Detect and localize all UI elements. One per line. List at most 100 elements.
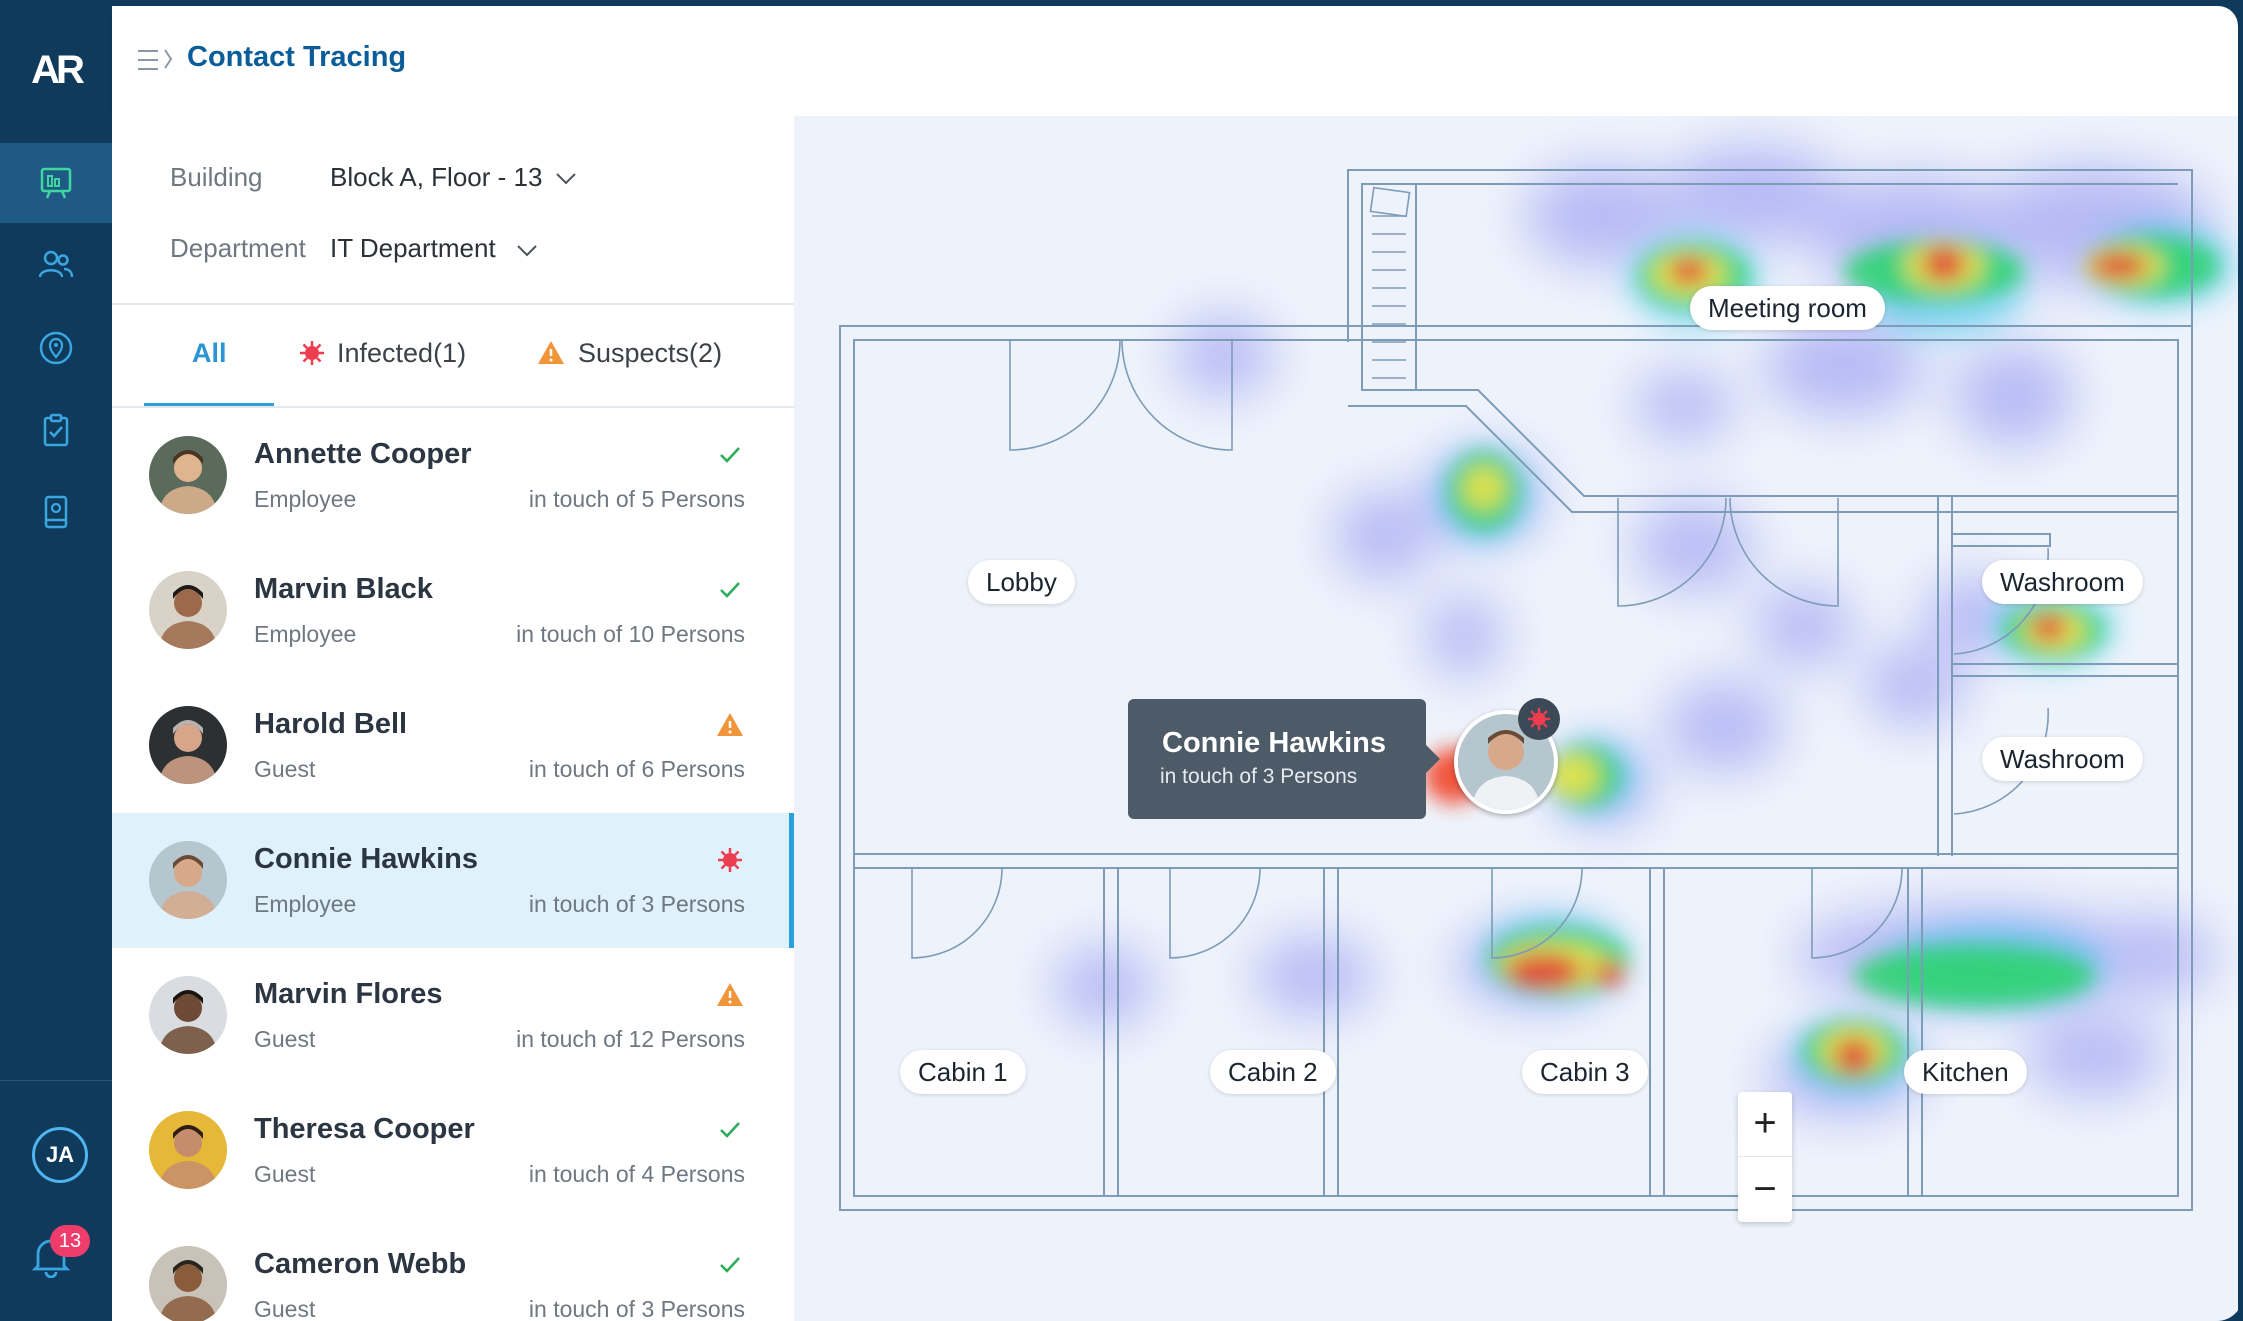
virus-icon bbox=[300, 341, 324, 365]
warning-icon bbox=[715, 710, 745, 740]
person-avatar bbox=[149, 1246, 227, 1321]
person-row[interactable]: Connie Hawkins Employee in touch of 3 Pers… bbox=[112, 813, 794, 948]
heat-layer-blue bbox=[1054, 146, 2214, 1116]
person-name: Connie Hawkins bbox=[254, 843, 478, 875]
room-label-cabin-1: Cabin 1 bbox=[900, 1050, 1026, 1094]
check-icon bbox=[715, 1250, 745, 1280]
nav-locations[interactable] bbox=[0, 308, 112, 388]
tab-infected[interactable]: Infected(1) bbox=[297, 338, 466, 404]
stairs bbox=[1369, 186, 1411, 379]
person-name: Marvin Black bbox=[254, 573, 433, 605]
room-label-cabin-3: Cabin 3 bbox=[1522, 1050, 1648, 1094]
chevron-down-icon bbox=[556, 173, 576, 185]
app-logo: AR bbox=[31, 48, 85, 92]
person-contacts: in touch of 6 Persons bbox=[528, 756, 745, 782]
person-name: Harold Bell bbox=[254, 708, 408, 740]
nav-users[interactable] bbox=[0, 224, 112, 304]
person-role: Employee bbox=[254, 891, 357, 917]
filter-divider bbox=[112, 303, 794, 305]
room-label-lobby: Lobby bbox=[968, 560, 1075, 604]
person-contacts: in touch of 5 Persons bbox=[528, 486, 745, 512]
heat-layer-hot bbox=[1424, 236, 2219, 1081]
person-contacts: in touch of 10 Persons bbox=[516, 621, 745, 647]
person-contacts: in touch of 12 Persons bbox=[516, 1026, 745, 1052]
person-avatar bbox=[149, 976, 227, 1054]
person-role: Guest bbox=[254, 756, 316, 782]
nav-devices[interactable] bbox=[0, 472, 112, 552]
building-value: Block A, Floor - 13 bbox=[330, 162, 543, 192]
person-avatar bbox=[149, 841, 227, 919]
tab-suspects-label: Suspects(2) bbox=[578, 338, 723, 368]
tab-suspects[interactable]: Suspects(2) bbox=[536, 338, 722, 404]
person-row[interactable]: Annette Cooper Employee in touch of 5 Pers… bbox=[112, 408, 794, 543]
clipboard-check-icon bbox=[43, 413, 69, 447]
department-label: Department bbox=[170, 233, 306, 263]
person-row[interactable]: Cameron Webb Guest in touch of 3 Persons bbox=[112, 1218, 794, 1321]
zoom-in-button[interactable]: + bbox=[1753, 1101, 1777, 1145]
user-avatar[interactable]: JA bbox=[32, 1127, 88, 1183]
warning-icon bbox=[715, 980, 745, 1010]
zoom-divider bbox=[1738, 1156, 1792, 1157]
active-tab-indicator bbox=[144, 403, 274, 407]
zoom-controls: + − bbox=[1738, 1092, 1792, 1222]
tabs-divider bbox=[112, 406, 794, 408]
person-role: Guest bbox=[254, 1026, 316, 1052]
person-name: Annette Cooper bbox=[254, 438, 472, 470]
room-label-washroom-1: Washroom bbox=[1982, 560, 2143, 604]
room-label-cabin-2: Cabin 2 bbox=[1210, 1050, 1336, 1094]
person-contacts: in touch of 3 Persons bbox=[528, 1296, 745, 1321]
sidebar-divider bbox=[0, 1080, 112, 1081]
warning-icon bbox=[538, 341, 564, 364]
sidebar: AR bbox=[0, 0, 112, 1321]
nav-checklist[interactable] bbox=[0, 390, 112, 470]
person-tooltip: Connie Hawkins in touch of 3 Persons bbox=[1128, 699, 1440, 819]
floor-map[interactable]: Meeting room Lobby Washroom Washroom Cab… bbox=[794, 116, 2238, 1321]
notification-badge: 13 bbox=[50, 1225, 90, 1257]
person-role: Guest bbox=[254, 1296, 316, 1321]
person-role: Employee bbox=[254, 621, 357, 647]
room-label-meeting-room: Meeting room bbox=[1690, 286, 1885, 330]
page-title: Contact Tracing bbox=[187, 41, 407, 73]
map-person-avatar[interactable] bbox=[1454, 710, 1558, 814]
person-row[interactable]: Marvin Flores Guest in touch of 12 Persons bbox=[112, 948, 794, 1083]
person-avatar bbox=[149, 571, 227, 649]
location-icon bbox=[39, 331, 73, 365]
room-label-washroom-2: Washroom bbox=[1982, 737, 2143, 781]
person-avatar bbox=[149, 1111, 227, 1189]
nav-dashboard[interactable] bbox=[0, 143, 112, 223]
building-label: Building bbox=[170, 162, 263, 192]
users-icon bbox=[38, 250, 74, 278]
infected-badge bbox=[1518, 698, 1560, 740]
person-role: Guest bbox=[254, 1161, 316, 1187]
floor-walls bbox=[839, 169, 2193, 1211]
virus-icon bbox=[1527, 707, 1551, 731]
top-header: Contact Tracing bbox=[112, 6, 2238, 116]
person-contacts: in touch of 4 Persons bbox=[528, 1161, 745, 1187]
person-avatar bbox=[149, 706, 227, 784]
person-photo bbox=[1458, 714, 1554, 810]
person-row[interactable]: Marvin Black Employee in touch of 10 Perso… bbox=[112, 543, 794, 678]
zoom-out-button[interactable]: − bbox=[1753, 1167, 1777, 1211]
chevron-down-icon bbox=[517, 245, 537, 257]
tab-infected-label: Infected(1) bbox=[337, 338, 467, 368]
people-panel: Building Block A, Floor - 13 Department … bbox=[112, 116, 795, 1321]
menu-toggle-icon[interactable] bbox=[136, 46, 178, 76]
person-contacts: in touch of 3 Persons bbox=[528, 891, 745, 917]
tooltip-name: Connie Hawkins bbox=[1162, 727, 1386, 759]
person-name: Cameron Webb bbox=[254, 1248, 467, 1280]
tab-all[interactable]: All bbox=[192, 338, 227, 368]
virus-icon bbox=[715, 845, 745, 875]
device-icon bbox=[44, 495, 68, 529]
check-icon bbox=[715, 440, 745, 470]
room-label-kitchen: Kitchen bbox=[1904, 1050, 2027, 1094]
check-icon bbox=[715, 575, 745, 605]
department-value: IT Department bbox=[330, 233, 496, 263]
heatmap-floor-plan bbox=[839, 146, 2234, 1211]
person-row[interactable]: Harold Bell Guest in touch of 6 Persons bbox=[112, 678, 794, 813]
person-row[interactable]: Theresa Cooper Guest in touch of 4 Persons bbox=[112, 1083, 794, 1218]
dashboard-icon bbox=[40, 167, 72, 199]
person-name: Theresa Cooper bbox=[254, 1113, 475, 1145]
tooltip-contacts: in touch of 3 Persons bbox=[1160, 765, 1358, 788]
check-icon bbox=[715, 1115, 745, 1145]
